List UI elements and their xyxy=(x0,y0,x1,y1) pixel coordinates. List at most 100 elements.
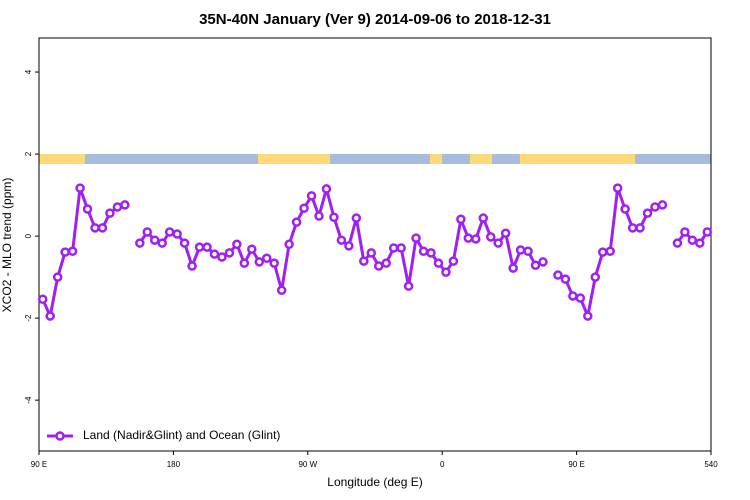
data-point xyxy=(239,258,250,268)
data-point xyxy=(403,281,414,291)
data-point xyxy=(187,261,197,271)
x-tick-label: 0 xyxy=(440,460,445,469)
x-axis-label: Longitude (deg E) xyxy=(327,475,422,489)
data-point xyxy=(329,212,339,222)
data-point xyxy=(695,238,705,248)
data-point xyxy=(52,272,63,282)
data-point xyxy=(314,211,324,221)
data-point xyxy=(202,242,212,252)
data-point xyxy=(657,200,668,210)
data-point xyxy=(493,238,503,248)
land-ocean-strip xyxy=(39,154,711,164)
data-point xyxy=(172,229,182,239)
data-point xyxy=(209,249,220,259)
data-point xyxy=(97,223,108,233)
data-point xyxy=(224,248,235,258)
data-point xyxy=(448,256,459,266)
data-point xyxy=(568,291,578,301)
y-tick-label: 0 xyxy=(24,233,33,238)
data-point xyxy=(515,245,526,255)
data-point xyxy=(627,223,638,233)
data-point xyxy=(105,208,115,218)
data-point xyxy=(157,238,167,248)
data-point xyxy=(45,311,55,321)
data-point xyxy=(388,243,399,253)
y-tick-label: 4 xyxy=(24,69,33,74)
data-point xyxy=(321,184,332,194)
data-point xyxy=(306,191,317,201)
data-point xyxy=(583,311,593,321)
data-point xyxy=(82,204,93,214)
data-point xyxy=(508,263,518,273)
data-point xyxy=(463,233,474,243)
data-point xyxy=(687,235,698,245)
x-tick-label: 90 W xyxy=(298,460,317,469)
data-point xyxy=(359,256,369,266)
data-point xyxy=(90,223,100,233)
x-tick-label: 90 E xyxy=(568,460,584,469)
legend-marker xyxy=(55,431,65,441)
data-point xyxy=(620,204,630,214)
data-point xyxy=(612,183,623,193)
y-tick-label: 2 xyxy=(24,151,33,156)
y-tick-label: -4 xyxy=(24,396,33,404)
data-point xyxy=(702,227,713,237)
legend-label: Land (Nadir&Glint) and Ocean (Glint) xyxy=(83,428,280,442)
data-point xyxy=(232,239,242,250)
data-point xyxy=(411,233,421,243)
data-point xyxy=(261,253,272,263)
data-point xyxy=(441,267,451,277)
data-point xyxy=(254,257,265,267)
data-point xyxy=(471,234,481,244)
data-point xyxy=(269,258,279,268)
data-point xyxy=(418,246,429,257)
x-tick-label: 90 E xyxy=(31,460,47,469)
data-point xyxy=(381,258,391,268)
data-point xyxy=(597,247,608,257)
data-point xyxy=(291,217,302,227)
plot-frame xyxy=(38,37,712,452)
data-point xyxy=(650,202,660,212)
y-axis-label: XCO2 - MLO trend (ppm) xyxy=(0,178,14,313)
data-point xyxy=(344,241,354,251)
data-point xyxy=(112,202,123,212)
data-point xyxy=(276,285,287,295)
data-point xyxy=(433,258,444,268)
data-point xyxy=(642,208,653,218)
data-point xyxy=(179,238,190,248)
data-point xyxy=(142,227,153,237)
data-point xyxy=(560,274,571,284)
data-point xyxy=(485,232,496,242)
data-point xyxy=(426,248,436,258)
data-point xyxy=(60,247,70,257)
data-point xyxy=(456,214,466,225)
data-point xyxy=(366,248,377,258)
data-point xyxy=(194,242,205,252)
x-tick-label: 540 xyxy=(704,460,718,469)
data-point xyxy=(538,257,548,267)
y-tick-label: -2 xyxy=(24,314,33,322)
x-tick-label: 180 xyxy=(167,460,181,469)
data-point xyxy=(672,238,683,248)
data-point xyxy=(284,239,294,250)
data-point xyxy=(67,246,78,257)
data-point xyxy=(500,228,511,238)
data-point xyxy=(523,246,533,257)
data-point xyxy=(247,244,257,254)
data-point xyxy=(299,203,309,213)
data-point xyxy=(37,294,48,305)
data-point xyxy=(351,213,362,223)
data-point xyxy=(373,261,384,271)
data-point xyxy=(217,252,227,262)
chart-title: 35N-40N January (Ver 9) 2014-09-06 to 20… xyxy=(199,11,551,28)
data-point xyxy=(590,272,601,282)
data-point xyxy=(336,235,347,245)
data-point xyxy=(149,235,160,245)
data-point xyxy=(120,200,130,210)
data-point xyxy=(75,183,85,193)
data-point xyxy=(605,246,615,257)
data-point xyxy=(478,213,489,223)
data-point xyxy=(396,243,406,253)
data-point xyxy=(635,223,645,233)
